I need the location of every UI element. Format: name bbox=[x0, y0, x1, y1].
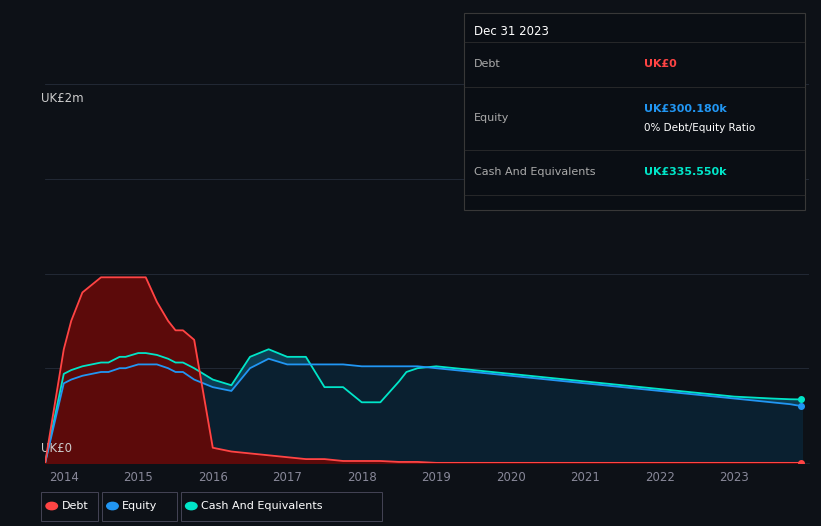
Text: Cash And Equivalents: Cash And Equivalents bbox=[201, 501, 323, 511]
Text: UK£2m: UK£2m bbox=[41, 92, 84, 105]
Text: Equity: Equity bbox=[474, 113, 509, 124]
Text: UK£335.550k: UK£335.550k bbox=[644, 167, 727, 177]
Text: Equity: Equity bbox=[122, 501, 158, 511]
Text: Cash And Equivalents: Cash And Equivalents bbox=[474, 167, 595, 177]
Text: 0% Debt/Equity Ratio: 0% Debt/Equity Ratio bbox=[644, 123, 756, 133]
Text: UK£300.180k: UK£300.180k bbox=[644, 104, 727, 114]
Text: UK£0: UK£0 bbox=[41, 442, 72, 456]
Text: Dec 31 2023: Dec 31 2023 bbox=[474, 25, 548, 38]
Text: Debt: Debt bbox=[474, 59, 501, 69]
Text: UK£0: UK£0 bbox=[644, 59, 677, 69]
Text: Debt: Debt bbox=[62, 501, 89, 511]
